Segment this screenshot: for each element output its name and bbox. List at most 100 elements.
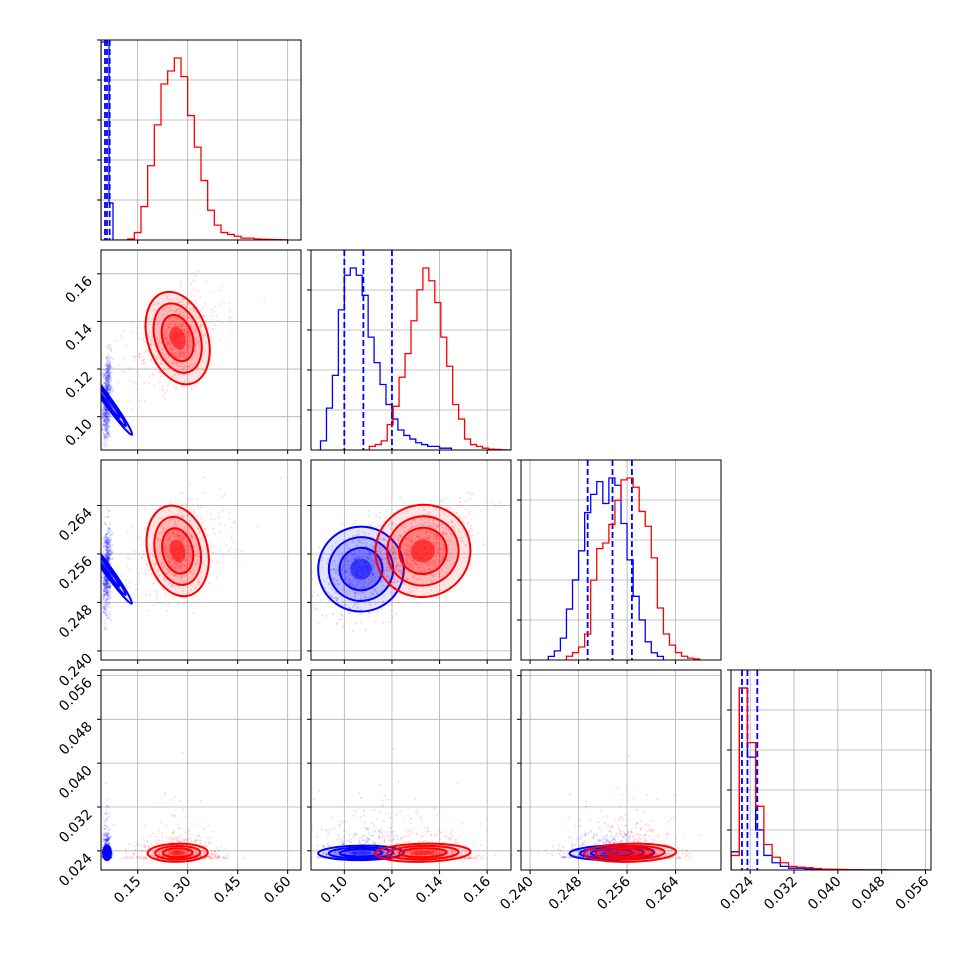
scatter-point bbox=[107, 614, 110, 617]
scatter-point bbox=[103, 607, 107, 611]
scatter-point bbox=[107, 581, 110, 584]
scatter-point bbox=[105, 555, 108, 558]
scatter-point bbox=[105, 549, 108, 552]
scatter-point bbox=[185, 335, 189, 338]
scatter-point bbox=[168, 558, 172, 561]
scatter-point bbox=[103, 408, 106, 411]
scatter-point bbox=[106, 597, 109, 600]
scatter-point bbox=[106, 377, 109, 380]
scatter-point bbox=[187, 336, 190, 340]
scatter-point bbox=[186, 564, 189, 567]
scatter-point bbox=[391, 541, 394, 545]
scatter-point bbox=[420, 537, 423, 540]
scatter-point bbox=[436, 549, 439, 552]
scatter-point bbox=[398, 592, 401, 596]
scatter-point bbox=[108, 557, 111, 560]
scatter-point bbox=[455, 511, 458, 514]
scatter-point bbox=[147, 568, 151, 571]
scatter-point bbox=[448, 506, 451, 509]
scatter-point bbox=[151, 374, 155, 377]
scatter-point bbox=[344, 567, 347, 570]
scatter-point bbox=[102, 408, 106, 411]
scatter-point bbox=[145, 572, 148, 575]
scatter-point bbox=[105, 591, 108, 594]
scatter-point bbox=[468, 510, 471, 513]
scatter-point bbox=[106, 457, 108, 459]
scatter-point bbox=[107, 433, 111, 436]
scatter-point bbox=[180, 352, 183, 356]
scatter-point bbox=[107, 368, 110, 371]
scatter-point bbox=[107, 387, 110, 390]
scatter-point bbox=[184, 565, 187, 568]
scatter-point bbox=[381, 621, 385, 624]
scatter-point bbox=[111, 366, 114, 369]
scatter-point bbox=[458, 531, 461, 534]
scatter-point bbox=[104, 534, 107, 537]
scatter-point bbox=[176, 534, 179, 537]
scatter-point bbox=[442, 532, 445, 535]
scatter-point bbox=[333, 596, 336, 599]
scatter-point bbox=[107, 557, 110, 560]
scatter-point bbox=[166, 525, 169, 528]
scatter-point bbox=[163, 338, 167, 341]
scatter-point bbox=[109, 550, 112, 553]
scatter-point bbox=[186, 327, 189, 330]
scatter-point bbox=[104, 376, 107, 379]
scatter-point bbox=[106, 544, 109, 547]
scatter-point bbox=[131, 355, 134, 358]
scatter-point bbox=[167, 560, 170, 564]
scatter-point bbox=[105, 387, 109, 390]
scatter-point bbox=[105, 429, 108, 432]
scatter-point bbox=[414, 586, 417, 589]
scatter-point bbox=[106, 388, 109, 391]
scatter-point bbox=[107, 367, 110, 370]
scatter-point bbox=[101, 410, 104, 413]
scatter-point bbox=[107, 550, 110, 554]
scatter-point bbox=[103, 584, 106, 587]
scatter-point bbox=[110, 551, 114, 555]
scatter-point bbox=[104, 408, 108, 411]
scatter-point bbox=[331, 545, 334, 548]
scatter-point bbox=[361, 548, 365, 552]
scatter-point bbox=[187, 348, 190, 351]
scatter-point bbox=[216, 314, 219, 317]
scatter-point bbox=[101, 538, 105, 541]
scatter-point bbox=[104, 605, 107, 608]
scatter-point bbox=[192, 309, 196, 312]
scatter-point bbox=[131, 331, 134, 334]
scatter-point bbox=[102, 551, 105, 554]
scatter-point bbox=[347, 567, 350, 570]
scatter-point bbox=[407, 565, 410, 568]
scatter-point bbox=[177, 562, 180, 565]
scatter-point bbox=[144, 527, 148, 530]
scatter-point bbox=[103, 376, 106, 379]
scatter-point bbox=[106, 382, 109, 386]
scatter-point bbox=[397, 537, 400, 540]
scatter-point bbox=[157, 538, 160, 541]
scatter-point bbox=[105, 424, 108, 427]
scatter-point bbox=[168, 556, 172, 560]
scatter-point bbox=[335, 598, 338, 602]
scatter-point bbox=[106, 583, 109, 586]
scatter-point bbox=[211, 327, 214, 331]
scatter-point bbox=[195, 543, 198, 546]
scatter-point bbox=[180, 282, 183, 285]
scatter-point bbox=[107, 382, 110, 385]
scatter-point bbox=[338, 558, 341, 561]
scatter-point bbox=[367, 557, 370, 560]
scatter-point bbox=[429, 589, 433, 592]
scatter-point bbox=[399, 534, 402, 537]
scatter-point bbox=[105, 532, 108, 536]
scatter-point bbox=[342, 566, 345, 569]
scatter-point bbox=[411, 568, 414, 571]
scatter-point bbox=[190, 511, 193, 514]
scatter-point bbox=[103, 407, 107, 410]
scatter-point bbox=[172, 529, 175, 532]
scatter-point bbox=[223, 493, 227, 496]
scatter-point bbox=[109, 386, 112, 389]
scatter-point bbox=[183, 332, 187, 336]
scatter-point bbox=[142, 359, 145, 362]
scatter-point bbox=[408, 527, 412, 531]
scatter-point bbox=[349, 581, 353, 585]
scatter-point bbox=[105, 579, 109, 582]
